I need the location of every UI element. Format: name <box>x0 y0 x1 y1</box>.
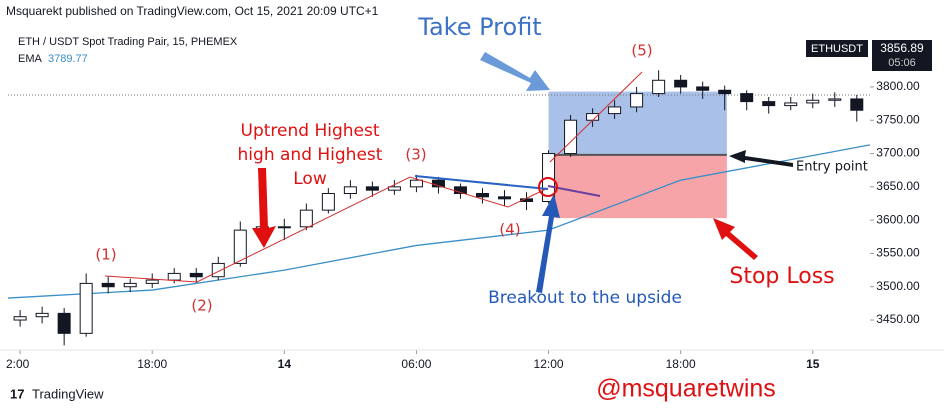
candle-body <box>123 282 137 288</box>
annotation: (2) <box>191 297 212 315</box>
symbol-title: ETH / USDT Spot Trading Pair, 15, PHEMEX <box>18 36 238 48</box>
candle-body <box>365 186 379 191</box>
candle-body <box>498 196 512 200</box>
price-box <box>872 40 932 71</box>
y-tick-label: 3800.00 <box>876 79 920 93</box>
candle-body <box>475 192 489 198</box>
publisher: Msquarekt published on TradingView.com, … <box>6 4 379 18</box>
candle-body <box>520 198 534 202</box>
arrow <box>536 194 560 293</box>
arrow <box>252 168 276 248</box>
trend-line <box>104 176 549 283</box>
candle-body <box>13 316 27 321</box>
breakout-circle <box>538 177 558 197</box>
arrow <box>713 218 758 260</box>
watermark: @msquaretwins <box>596 375 776 403</box>
ema-line <box>7 144 871 299</box>
y-tick-label: 3600.00 <box>876 212 920 226</box>
y-tick-label: 3750.00 <box>876 112 920 126</box>
candle-body <box>564 119 578 155</box>
candle-body <box>762 101 776 107</box>
candle-body <box>35 312 49 318</box>
candle-body <box>806 99 820 104</box>
candle-body <box>784 102 798 107</box>
footer: TradingView <box>32 386 104 401</box>
ema-value: 3789.77 <box>48 53 88 65</box>
annotation: Take Profit <box>417 13 541 41</box>
last-price: 3856.89 <box>880 41 924 55</box>
candle-body <box>850 98 864 111</box>
x-tick-label: 18:00 <box>137 357 167 371</box>
candle-body <box>321 192 335 211</box>
arrow <box>480 52 550 91</box>
candle-body <box>387 186 401 191</box>
stop-loss-zone <box>548 154 727 219</box>
drawings <box>104 52 793 293</box>
y-tick-label: 3700.00 <box>876 146 920 160</box>
resistance-line <box>414 175 549 190</box>
annotation: (5) <box>631 42 652 60</box>
candle-body <box>652 79 666 95</box>
ema-label: EMA <box>18 53 43 65</box>
arrow <box>729 150 793 167</box>
x-tick-label: 14 <box>278 357 292 371</box>
candle-body <box>608 106 622 115</box>
candle-body <box>145 279 159 284</box>
candle-body <box>740 93 754 103</box>
annotation: Breakout to the upside <box>488 288 682 308</box>
candle-body <box>233 229 247 264</box>
symbol-tag: ETHUSDT <box>811 43 863 55</box>
candle-body <box>718 89 732 95</box>
y-tick-label: 3550.00 <box>876 246 920 260</box>
candle-body <box>828 98 842 101</box>
annotation: Low <box>293 169 327 189</box>
annotation: Entry point <box>796 160 868 175</box>
header-bg <box>0 0 944 22</box>
candle-body <box>277 226 291 229</box>
candle-body <box>167 272 181 281</box>
annotation: Uptrend Highest <box>241 121 380 141</box>
x-tick-label: 15 <box>806 357 820 371</box>
candle-body <box>630 93 644 108</box>
annotation: (1) <box>95 246 116 264</box>
annotation: Stop Loss <box>729 264 834 289</box>
x-tick-label: 06:00 <box>401 357 431 371</box>
x-tick-label: 18:00 <box>666 357 696 371</box>
symbol-box <box>806 40 868 57</box>
candle-body <box>696 86 710 91</box>
candle-body <box>211 262 225 278</box>
candle-body <box>343 186 357 194</box>
annotation: (3) <box>405 146 426 164</box>
candle-body <box>57 312 71 334</box>
countdown: 05:06 <box>888 57 916 69</box>
trend-line <box>549 71 643 163</box>
x-tick-label: 2:00 <box>6 357 30 371</box>
candle-body <box>299 209 313 228</box>
candle-body <box>674 79 688 88</box>
y-tick-label: 3650.00 <box>876 179 920 193</box>
candle-body <box>409 179 423 188</box>
candle-body <box>189 272 203 278</box>
candle-body <box>101 282 115 288</box>
annotation: high and Highest <box>238 145 383 165</box>
footer-logo: 17 <box>10 386 24 401</box>
annotation: (4) <box>499 221 520 239</box>
y-tick-label: 3450.00 <box>876 312 920 326</box>
x-tick-label: 12:00 <box>534 357 564 371</box>
candle-body <box>79 282 93 334</box>
y-tick-label: 3500.00 <box>876 279 920 293</box>
